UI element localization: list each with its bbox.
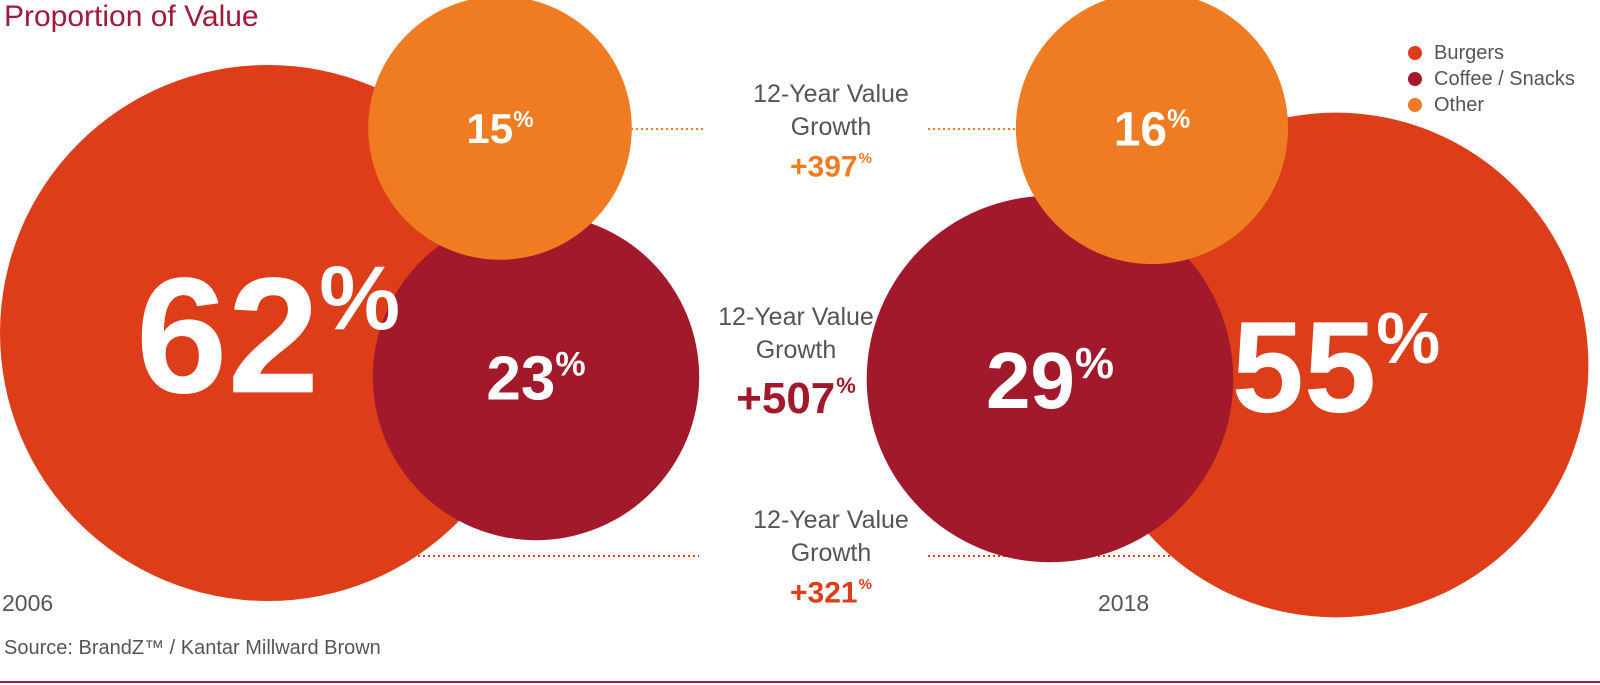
legend-label-other: Other (1434, 93, 1485, 116)
growth-value-coffee-snacks: +507% (676, 373, 916, 424)
chart-title: Proportion of Value (4, 0, 259, 33)
growth-block-coffee-snacks: 12-Year Value Growth +507% (676, 301, 916, 424)
legend-item-burgers: Burgers (1408, 40, 1575, 66)
year-label-2006: 2006 (2, 590, 54, 616)
legend-item-coffee-snacks: Coffee / Snacks (1408, 66, 1575, 92)
source-note: Source: BrandZ™ / Kantar Millward Brown (4, 637, 381, 659)
legend-item-other: Other (1408, 92, 1575, 118)
growth-number-other: +397 (790, 150, 858, 184)
bottom-divider (0, 681, 1600, 683)
bubble-label-coffee-snacks-2018: 29% (986, 336, 1114, 425)
growth-block-other: 12-Year Value Growth +397% (711, 78, 951, 185)
bubble-label-other-2018: 16% (1114, 103, 1191, 156)
growth-label-burgers: 12-Year Value Growth (753, 506, 909, 567)
bubble-label-other-2006: 15% (466, 105, 533, 152)
bubble-label-coffee-snacks-2006: 23% (486, 344, 585, 413)
growth-label-coffee-snacks: 12-Year Value Growth (718, 303, 874, 364)
bubble-other-2006 (368, 0, 632, 260)
growth-unit-other: % (858, 150, 872, 167)
legend: Burgers Coffee / Snacks Other (1408, 40, 1575, 118)
bubble-coffee-snacks-2018 (866, 195, 1234, 563)
bubble-coffee-snacks-2006 (372, 213, 700, 541)
growth-unit-burgers: % (858, 576, 872, 593)
growth-block-burgers: 12-Year Value Growth +321% (711, 504, 951, 611)
growth-number-burgers: +321 (790, 576, 858, 610)
bubble-other-2018 (1015, 0, 1289, 265)
legend-swatch-coffee-snacks (1408, 72, 1422, 86)
legend-label-coffee-snacks: Coffee / Snacks (1434, 67, 1575, 90)
year-label-2018: 2018 (1098, 590, 1150, 616)
bubble-label-burgers-2018: 55% (1232, 294, 1441, 440)
growth-label-other: 12-Year Value Growth (753, 80, 909, 141)
bubble-label-burgers-2006: 62% (136, 243, 400, 427)
legend-swatch-burgers (1408, 46, 1422, 60)
growth-value-other: +397% (711, 150, 951, 185)
growth-unit-coffee-snacks: % (836, 373, 856, 398)
growth-number-coffee-snacks: +507 (736, 373, 836, 423)
legend-swatch-other (1408, 98, 1422, 112)
legend-label-burgers: Burgers (1434, 41, 1505, 64)
growth-value-burgers: +321% (711, 576, 951, 611)
